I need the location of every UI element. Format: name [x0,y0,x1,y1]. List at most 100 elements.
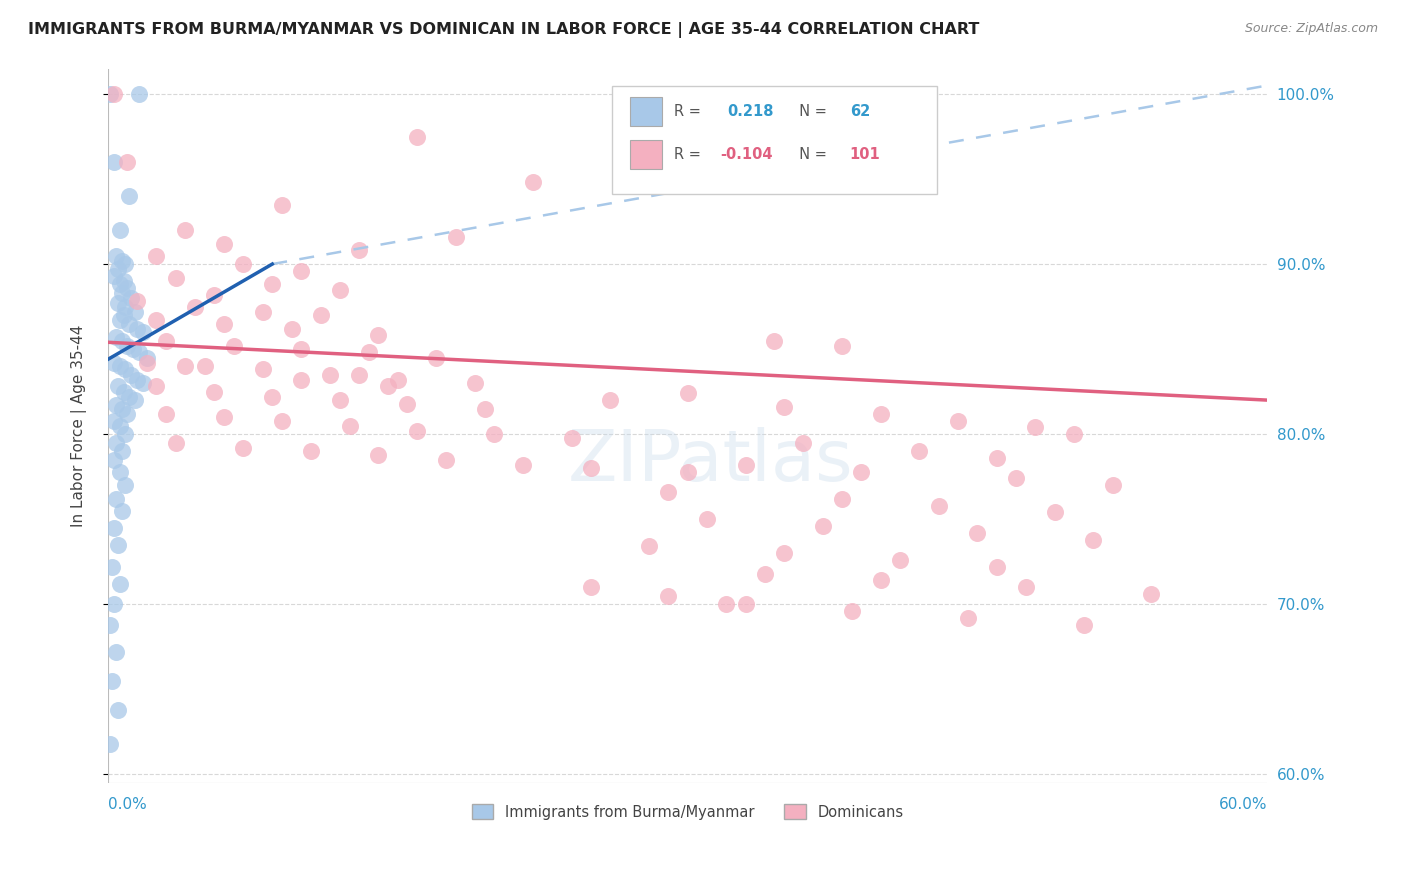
Point [103,87,125,101]
Point [676,465,699,479]
Point [696,512,718,526]
Point [396,396,419,410]
Legend: Immigrants from Burma/Myanmar, Dominicans: Immigrants from Burma/Myanmar, Dominican… [465,798,910,825]
Point [110,253,132,268]
Point [1101,478,1123,492]
Text: N =: N = [790,146,835,161]
Point [103,356,125,370]
Point [110,401,132,416]
Point [135,351,157,365]
Point [406,424,429,438]
Point [512,458,534,472]
Point [125,294,148,309]
Point [232,257,254,271]
Point [114,257,136,271]
Point [124,304,146,318]
Point [112,384,135,399]
Point [252,362,274,376]
Point [98,87,121,101]
Point [132,325,155,339]
Point [271,413,294,427]
Point [107,379,129,393]
Point [579,580,602,594]
Point [107,702,129,716]
Point [309,308,332,322]
Point [1063,427,1085,442]
Point [831,491,853,506]
Point [112,308,135,322]
Point [252,304,274,318]
Point [104,330,127,344]
Point [128,345,150,359]
Point [110,444,132,458]
Point [120,368,142,382]
Point [122,342,145,356]
Point [928,499,950,513]
Point [464,376,486,390]
FancyBboxPatch shape [612,87,936,194]
Point [165,435,187,450]
Point [657,484,679,499]
Point [202,384,225,399]
Point [222,339,245,353]
Point [1083,533,1105,547]
Point [347,368,370,382]
Point [104,491,127,506]
Point [773,546,796,560]
Point [114,427,136,442]
Point [103,155,125,169]
Point [908,444,931,458]
Text: ZIPatlas: ZIPatlas [568,426,853,496]
Point [117,407,139,421]
Point [103,597,125,611]
Point [484,427,506,442]
Point [118,189,141,203]
Point [174,359,197,373]
Point [117,281,139,295]
Text: -0.104: -0.104 [720,146,772,161]
Point [946,413,969,427]
Point [357,345,380,359]
Bar [630,140,662,169]
Point [124,393,146,408]
Point [118,390,141,404]
Point [406,129,429,144]
Point [841,604,863,618]
Point [773,400,796,414]
Text: 60.0%: 60.0% [1219,797,1267,812]
Point [212,236,235,251]
Point [125,373,148,387]
Point [104,435,127,450]
Point [110,285,132,300]
Point [262,390,284,404]
Point [114,478,136,492]
Point [280,321,302,335]
Point [763,334,786,348]
Point [869,574,891,588]
Point [128,87,150,101]
Point [290,342,312,356]
Point [329,393,352,408]
Point [108,313,131,327]
Point [434,452,457,467]
Point [98,737,121,751]
Point [734,458,756,472]
Point [108,465,131,479]
Point [118,317,141,331]
Point [792,435,814,450]
Point [474,401,496,416]
Point [377,379,399,393]
Point [425,351,447,365]
Point [101,559,124,574]
Text: 0.218: 0.218 [727,103,773,119]
Point [101,673,124,688]
Point [145,379,167,393]
Point [103,413,125,427]
Point [299,444,322,458]
Point [104,249,127,263]
Point [347,244,370,258]
Text: 101: 101 [849,146,880,161]
Point [734,597,756,611]
Point [120,291,142,305]
Text: 0.0%: 0.0% [108,797,146,812]
